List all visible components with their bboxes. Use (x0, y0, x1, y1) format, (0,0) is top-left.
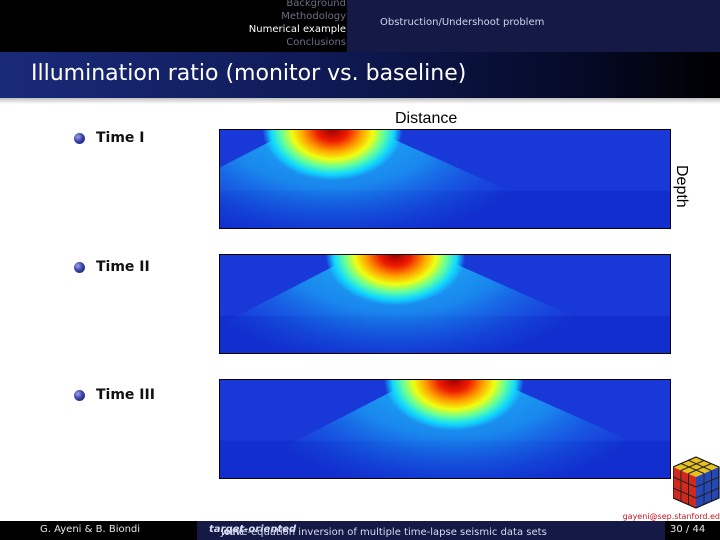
illumination-image (220, 130, 670, 228)
illumination-image (220, 255, 670, 353)
bullet-label: Time II (96, 259, 150, 275)
illumination-image (220, 380, 670, 478)
illumination-panel-time-3 (219, 379, 671, 479)
bullet-time-2: Time II (74, 259, 150, 275)
subsection-bar: Obstruction/Undershoot problem (347, 0, 720, 52)
section-list: Background Methodology Numerical example… (0, 0, 347, 52)
bullet-ball-icon (74, 389, 85, 401)
illumination-hotspot (220, 255, 670, 353)
talk-title-emphasis: target-oriented (209, 524, 297, 535)
bullet-label: Time III (96, 387, 155, 403)
bullet-ball-icon (74, 132, 85, 144)
bullet-time-1: Time I (74, 130, 145, 146)
illumination-panel-time-1 (219, 129, 671, 229)
distance-axis-label: Distance (395, 110, 458, 127)
illumination-hotspot (220, 380, 670, 478)
top-navigation: Background Methodology Numerical example… (0, 0, 720, 52)
footer-authors: G. Ayeni & B. Biondi (0, 521, 197, 540)
bullet-label: Time I (96, 130, 145, 146)
nav-section-background[interactable]: Background (286, 0, 346, 9)
bullet-ball-icon (74, 261, 85, 273)
page-number: 30 / 44 (665, 521, 720, 540)
nav-section-methodology[interactable]: Methodology (281, 11, 346, 22)
depth-axis-label: Depth (673, 165, 690, 208)
illumination-panel-time-2 (219, 254, 671, 354)
title-shadow (0, 98, 720, 104)
nav-section-numerical-example[interactable]: Numerical example (248, 24, 346, 35)
rubiks-cube-logo (672, 455, 720, 510)
contact-email: gayeni@sep.stanford.ed (622, 512, 720, 521)
illumination-hotspot (220, 130, 670, 228)
footer: G. Ayeni & B. Biondi Joint target-orient… (0, 521, 720, 540)
bullet-time-3: Time III (74, 387, 155, 403)
frame-title-bar: Illumination ratio (monitor vs. baseline… (0, 52, 720, 98)
depth-axis-label-wrapper: Depth (670, 165, 692, 215)
nav-section-conclusions[interactable]: Conclusions (286, 37, 346, 48)
footer-talk-title: Joint target-oriented wave-equation inve… (197, 521, 665, 540)
page-title: Illumination ratio (monitor vs. baseline… (31, 61, 467, 86)
